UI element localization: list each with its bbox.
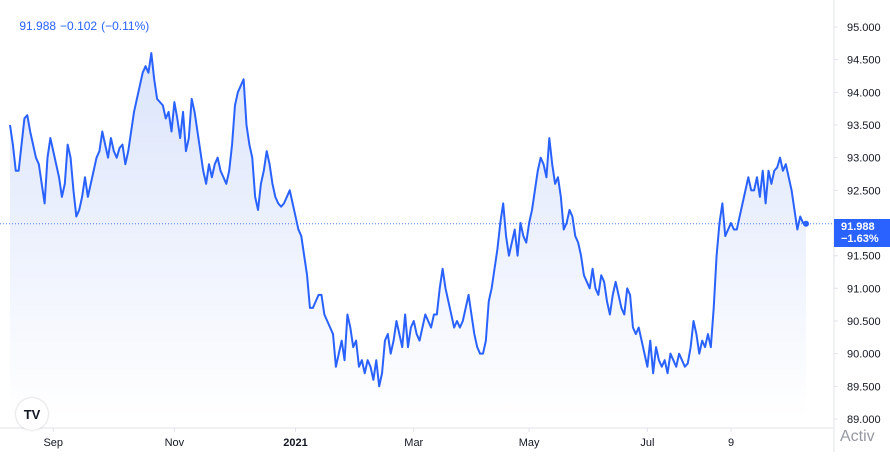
y-tick-label: 89.500	[847, 381, 881, 393]
y-tick-label: 92.500	[847, 185, 881, 197]
y-tick-label: 93.000	[847, 153, 881, 165]
logo-text: TV	[23, 406, 41, 422]
y-tick-label: 91.000	[847, 283, 881, 295]
legend-change-pct: (−0.11%)	[101, 19, 150, 33]
x-tick-label: Nov	[165, 437, 185, 449]
y-tick-label: 90.500	[847, 316, 881, 328]
x-tick-label: 9	[728, 437, 734, 449]
legend-price: 91.988	[19, 19, 57, 33]
x-tick-label: Jul	[640, 437, 654, 449]
last-price-change: −1.63%	[841, 233, 879, 245]
last-data-point	[803, 220, 809, 227]
area-fill	[10, 53, 806, 419]
price-series-line	[9, 52, 807, 388]
y-tick-label: 94.500	[847, 55, 881, 67]
data-points	[803, 220, 809, 227]
y-axis: 95.000 94.500 94.000 93.500 93.000 92.500 91.5…	[834, 22, 881, 426]
activation-watermark: Activ	[840, 428, 875, 445]
y-tick-label: 95.000	[847, 22, 881, 34]
y-tick-label: 93.500	[847, 120, 881, 132]
price-line	[9, 52, 807, 388]
y-tick-label: 90.000	[847, 349, 881, 361]
x-tick-label: 2021	[283, 437, 307, 449]
last-price-tag: 91.988 −1.63%	[834, 219, 890, 247]
price-legend: 91.988 −0.102 (−0.11%)	[6, 5, 153, 47]
x-axis: Sep Nov 2021 Mar May Jul 9	[43, 428, 734, 449]
y-tick-label: 91.500	[847, 251, 881, 263]
x-tick-label: Sep	[43, 437, 63, 449]
tradingview-logo-icon[interactable]: TV	[16, 398, 48, 430]
x-tick-label: Mar	[404, 437, 423, 449]
y-tick-label: 89.000	[847, 414, 881, 426]
area-path	[10, 53, 806, 419]
y-tick-label: 94.000	[847, 87, 881, 99]
x-tick-label: May	[519, 437, 540, 449]
last-price-value: 91.988	[841, 221, 875, 233]
legend-change: −0.102	[60, 19, 98, 33]
